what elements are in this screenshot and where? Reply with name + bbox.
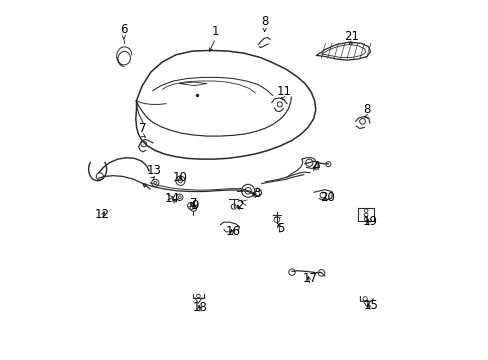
Text: 7: 7 bbox=[189, 197, 197, 210]
Text: 3: 3 bbox=[253, 187, 260, 200]
Text: 17: 17 bbox=[302, 273, 317, 285]
Text: 7: 7 bbox=[139, 122, 146, 135]
Text: 10: 10 bbox=[173, 171, 187, 184]
Text: 15: 15 bbox=[363, 299, 378, 312]
Text: 8: 8 bbox=[261, 15, 268, 28]
Text: 11: 11 bbox=[276, 85, 291, 98]
Text: 6: 6 bbox=[120, 23, 127, 36]
Text: 5: 5 bbox=[276, 222, 284, 235]
Text: 8: 8 bbox=[363, 103, 370, 116]
Text: 18: 18 bbox=[193, 301, 207, 314]
Text: 12: 12 bbox=[95, 208, 110, 221]
Text: 1: 1 bbox=[211, 25, 219, 38]
Text: 14: 14 bbox=[164, 192, 179, 204]
Text: 20: 20 bbox=[319, 191, 334, 204]
Text: 16: 16 bbox=[225, 225, 240, 238]
Text: 4: 4 bbox=[312, 160, 320, 173]
Text: 9: 9 bbox=[191, 199, 198, 212]
Text: 2: 2 bbox=[236, 199, 244, 212]
Text: 13: 13 bbox=[146, 165, 161, 177]
Text: 21: 21 bbox=[344, 30, 359, 42]
Text: 19: 19 bbox=[362, 215, 377, 228]
